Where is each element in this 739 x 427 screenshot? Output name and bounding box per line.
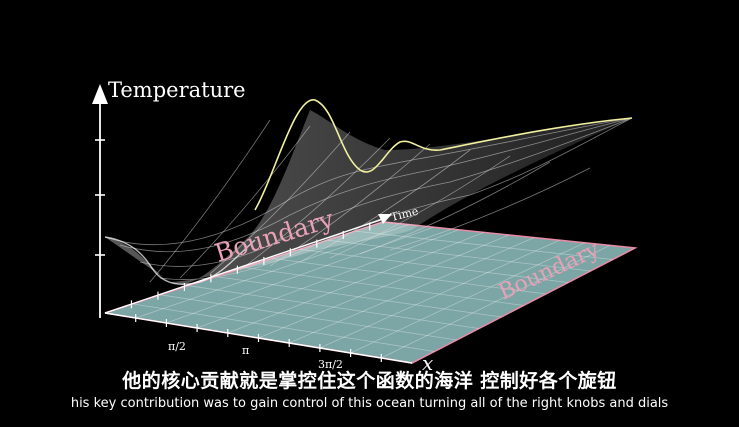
temperature-axis-arrow	[92, 84, 108, 104]
surface-mesh-line	[139, 117, 633, 267]
surface-mesh-line	[159, 117, 633, 280]
surface-mesh-line	[329, 155, 511, 259]
plane-grid-line	[196, 229, 459, 329]
initial-temperature-curve	[254, 99, 633, 211]
plane-grid-line	[327, 239, 591, 272]
time-axis-arrow	[378, 214, 392, 224]
temperature-axis-label: Temperature	[108, 78, 246, 102]
plane-grid-line	[166, 226, 434, 324]
plane-grid-line	[258, 234, 510, 339]
plane-grid-line	[299, 248, 569, 283]
surface-mesh-line	[269, 143, 431, 267]
surface-grid	[104, 117, 633, 283]
plane-grid-line	[227, 232, 484, 334]
plane-grid-line	[216, 276, 502, 318]
plane-grid-line	[289, 237, 535, 344]
plane-grid-line	[188, 285, 479, 329]
plane-grid-line	[350, 242, 585, 354]
plane-grid-line	[355, 230, 613, 260]
x-axis-label: x	[422, 351, 433, 375]
plane-grid-line	[319, 239, 560, 349]
x-tick-pi: π	[242, 344, 249, 357]
surface-mesh-line	[359, 161, 551, 255]
surface-mesh-line	[119, 117, 633, 253]
time-axis	[104, 218, 384, 314]
surface-mesh-line	[209, 131, 351, 275]
surface-mesh-line	[389, 167, 591, 251]
x-axis-ticks	[135, 314, 382, 362]
surface-mesh-line	[179, 125, 311, 279]
plane-grid-line	[243, 267, 524, 306]
x-tick-three-pi-half: 3π/2	[318, 358, 343, 371]
temperature-surface	[105, 110, 632, 285]
surface-mesh-line	[299, 149, 471, 263]
x-tick-pi-half: π/2	[168, 340, 186, 353]
plane-grid-line	[160, 294, 457, 341]
plane-grid-line	[132, 303, 435, 352]
temperature-axis-ticks	[95, 139, 105, 256]
plane-grid-line	[381, 245, 610, 359]
plane-grid	[132, 224, 613, 359]
surface-mesh-line	[104, 117, 633, 246]
time-axis-ticks	[130, 222, 371, 309]
surface-mesh-line	[149, 119, 271, 283]
subtitle-chinese: 他的核心贡献就是掌控住这个函数的海洋 控制好各个旋钮	[122, 370, 617, 392]
near-edge-curve	[104, 236, 256, 285]
surface-mesh-line	[239, 137, 391, 271]
plane-grid-line	[271, 258, 546, 295]
subtitle-english: his key contribution was to gain control…	[70, 396, 669, 411]
